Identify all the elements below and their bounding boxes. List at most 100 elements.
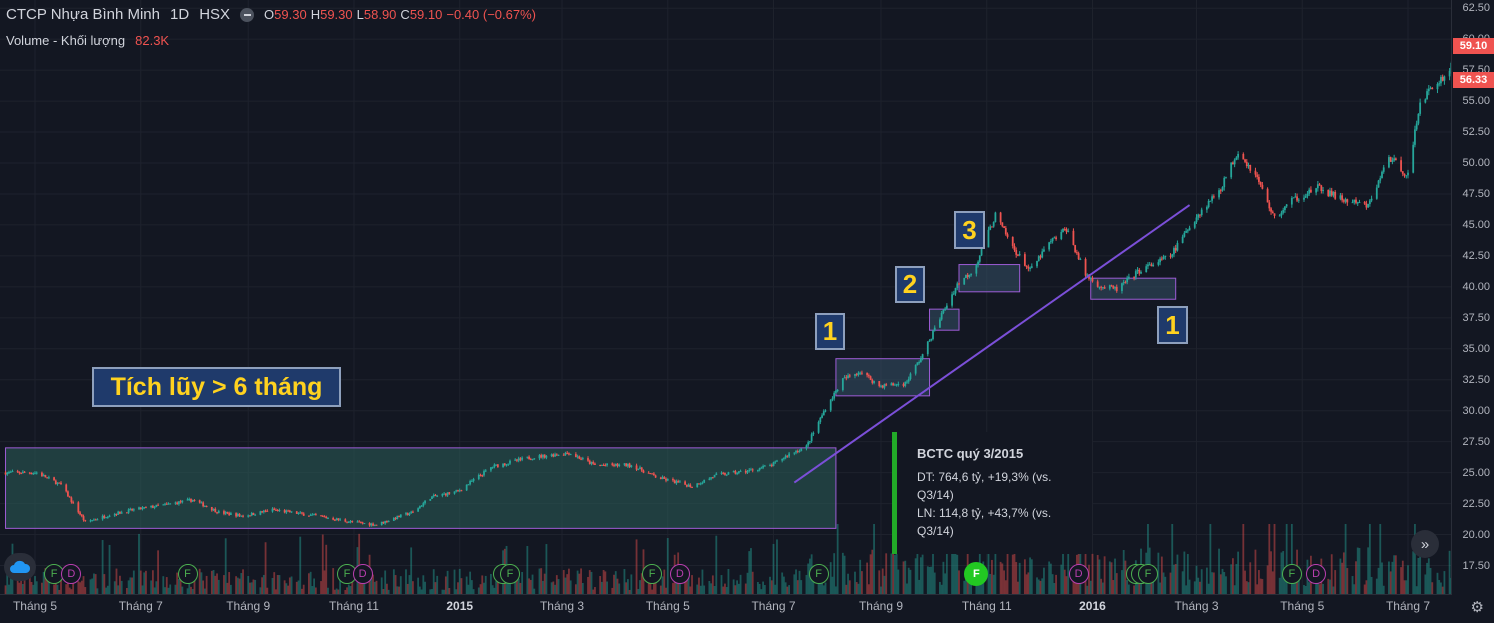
volume-bar: [162, 576, 165, 594]
price-tick-label: 37.50: [1462, 311, 1490, 324]
candle-body: [574, 454, 577, 457]
volume-bar: [867, 584, 870, 594]
tooltip-revenue: DT: 764,6 tỷ, +19,3% (vs. Q3/14): [917, 470, 1052, 502]
volume-bar: [836, 524, 839, 594]
volume-bar: [1074, 579, 1077, 594]
dividend-event-marker[interactable]: D: [1306, 564, 1327, 584]
candle-body: [176, 502, 179, 505]
candle-body: [1188, 227, 1191, 231]
candle-body: [987, 229, 990, 248]
volume-bar: [628, 589, 631, 594]
candle-body: [980, 248, 983, 256]
volume-bar: [1048, 561, 1051, 594]
candle-body: [1400, 160, 1402, 172]
volume-bar: [455, 589, 458, 594]
volume-bar: [493, 587, 496, 594]
candle-body: [1136, 269, 1139, 272]
candle-body: [1440, 76, 1442, 84]
candle-body: [1027, 266, 1030, 269]
price-tick-label: 62.50: [1462, 2, 1490, 15]
volume-bar: [918, 579, 921, 594]
candle-body: [855, 374, 858, 376]
candle-body: [202, 502, 205, 507]
volume-bar: [242, 569, 244, 594]
earnings-event-marker[interactable]: F: [177, 564, 198, 584]
price-axis[interactable]: 62.5060.0057.5055.0052.5050.0047.5045.00…: [1451, 0, 1494, 594]
candle-body: [1427, 88, 1430, 92]
candle-body: [93, 519, 95, 521]
candle-body: [1206, 207, 1208, 210]
candle-body: [1053, 237, 1056, 239]
candle-body: [783, 458, 785, 460]
volume-label[interactable]: Volume - Khối lượng: [6, 33, 126, 48]
volume-bar: [91, 578, 94, 594]
price-tick-label: 40.00: [1462, 280, 1490, 293]
volume-bar: [117, 585, 120, 594]
candle-body: [325, 516, 328, 519]
candle-body: [1043, 249, 1045, 252]
candle-body: [1318, 184, 1321, 186]
volume-bar: [332, 568, 335, 594]
exchange[interactable]: HSX: [199, 6, 231, 23]
candle-body: [120, 512, 123, 514]
dividend-event-marker[interactable]: D: [352, 564, 373, 584]
earnings-event-marker[interactable]: F: [500, 564, 520, 584]
candle-body: [1315, 188, 1318, 193]
candle-body: [453, 491, 456, 494]
gear-icon[interactable]: ⚙: [1470, 599, 1484, 616]
volume-bar: [1400, 567, 1402, 594]
volume-bar: [685, 574, 688, 594]
earnings-event-marker[interactable]: F: [1281, 564, 1302, 584]
earnings-event-marker[interactable]: F: [964, 562, 989, 586]
volume-bar: [1382, 585, 1385, 594]
candle-body: [1100, 286, 1103, 288]
earnings-event-marker[interactable]: F: [808, 564, 829, 584]
candle-body: [127, 509, 130, 513]
candle-body: [895, 384, 898, 386]
interval[interactable]: 1D: [170, 6, 190, 23]
volume-bar: [108, 544, 111, 594]
candle-body: [1152, 264, 1155, 267]
candle-body: [737, 471, 740, 474]
cloud-icon[interactable]: [4, 553, 36, 581]
symbol-name[interactable]: CTCP Nhựa Bình Minh: [6, 6, 160, 23]
candle-body: [70, 497, 73, 503]
volume-bar: [848, 580, 851, 594]
volume-bar: [798, 570, 801, 594]
candle-body: [616, 463, 619, 467]
candle-body: [321, 515, 324, 517]
volume-bar: [1186, 554, 1189, 594]
volume-bar: [129, 577, 132, 594]
volume-bar: [994, 553, 997, 594]
candle-body: [1039, 256, 1042, 258]
dividend-event-marker[interactable]: D: [1068, 564, 1089, 584]
time-axis[interactable]: Tháng 5 Tháng 7 Tháng 9 Tháng 11 2015 Tháng 3…: [0, 594, 1452, 623]
candle-body: [477, 475, 480, 480]
earnings-event-marker[interactable]: F: [642, 564, 663, 584]
earnings-event-marker[interactable]: F: [337, 564, 358, 584]
candle-body: [1292, 197, 1295, 199]
collapse-legend-button[interactable]: [240, 7, 255, 22]
volume-bar: [763, 585, 766, 594]
candle-body: [1101, 287, 1104, 289]
candle-body: [1244, 159, 1246, 162]
candle-body: [1089, 277, 1092, 279]
volume-bar: [904, 560, 907, 594]
candle-body: [153, 507, 156, 509]
volume-bar: [1358, 548, 1361, 594]
dividend-event-marker[interactable]: D: [61, 564, 82, 584]
consolidation-box: [1090, 277, 1177, 300]
double-chevron-right-icon[interactable]: »: [1411, 530, 1439, 558]
candle-body: [399, 514, 402, 518]
volume-bar: [1027, 572, 1030, 594]
candle-body: [1247, 164, 1250, 167]
dividend-event-marker[interactable]: D: [669, 564, 690, 584]
marker-2-text: 2: [902, 269, 918, 299]
volume-bar: [167, 587, 170, 594]
time-tick-label: Tháng 11: [961, 599, 1012, 613]
candle-body: [1258, 176, 1260, 183]
earnings-event-marker[interactable]: F: [1137, 564, 1158, 584]
volume-bar: [212, 570, 215, 594]
candle-body: [1159, 258, 1161, 263]
price-chart[interactable]: [0, 0, 1452, 594]
